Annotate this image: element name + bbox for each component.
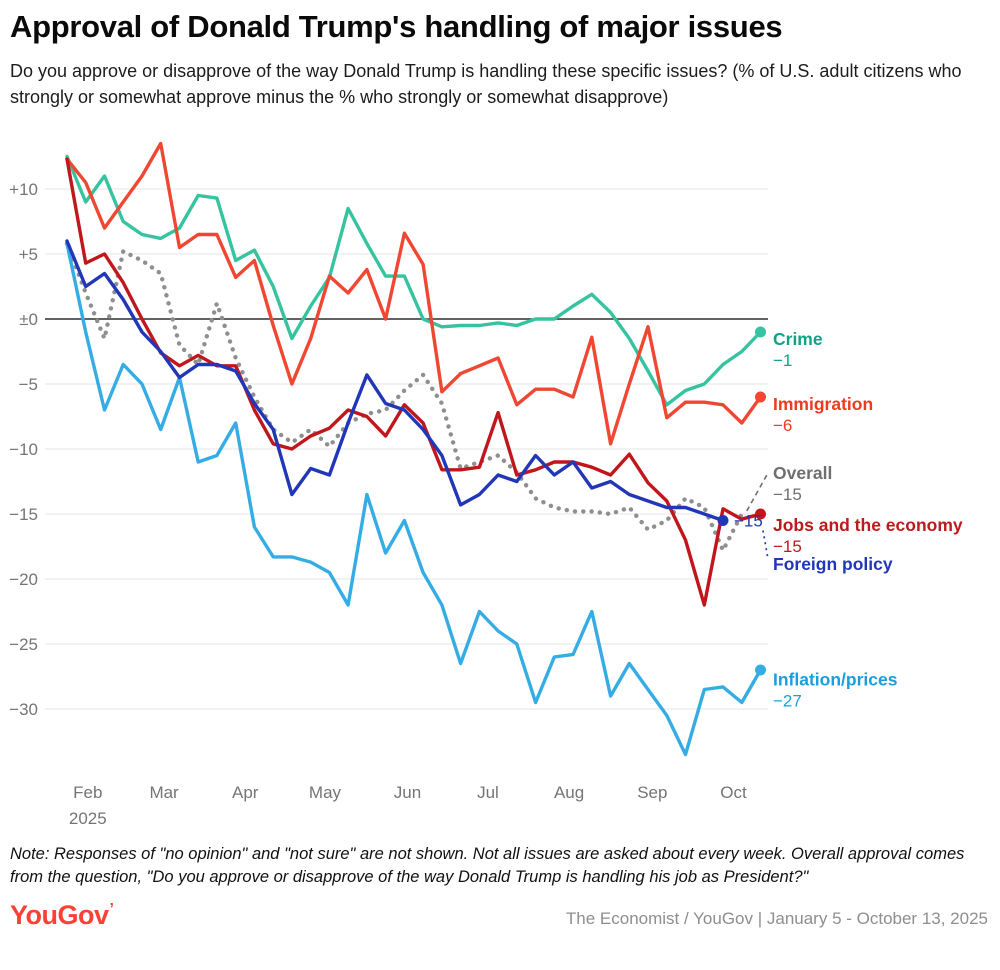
chart-container: +10 +5 ±0 −5 −10 −15 −20 −25 −30 Feb 2025 Mar Apr May… [0, 122, 1000, 837]
y-axis-tick-label: −30 [9, 700, 38, 719]
x-axis-month-label: May [309, 783, 342, 802]
footer: YouGov’ The Economist / YouGov | January… [10, 902, 988, 929]
y-axis-tick-label: ±0 [19, 310, 38, 329]
series-line-immigration [65, 141, 763, 446]
series-line-inflation-prices [65, 242, 763, 757]
series-value-crime: −1 [773, 351, 792, 370]
x-axis-month-label: Jul [477, 783, 499, 802]
y-axis-tick-label: −15 [9, 505, 38, 524]
x-axis-month-label: Oct [720, 783, 747, 802]
approval-line-chart: +10 +5 ±0 −5 −10 −15 −20 −25 −30 Feb 2025 Mar Apr May… [9, 141, 963, 828]
x-axis-month-label: Apr [232, 783, 259, 802]
series-label-overall: Overall [773, 463, 832, 483]
y-axis-tick-label: −25 [9, 635, 38, 654]
series-label-inflation-prices: Inflation/prices [773, 670, 898, 690]
series-value-jobs-economy: −15 [773, 537, 802, 556]
x-axis-month-label: Aug [554, 783, 584, 802]
page-title: Approval of Donald Trump's handling of m… [10, 9, 783, 44]
series-line-overall [64, 241, 744, 553]
series-value-inflation-prices: −27 [773, 692, 802, 711]
series-line-jobs-economy [65, 157, 763, 607]
source-attribution: The Economist / YouGov | January 5 - Oct… [565, 909, 988, 929]
series-end-dot-jobs-economy [755, 508, 766, 520]
label-connector-foreign-policy [762, 530, 769, 560]
yougov-logo-text: YouGov [10, 900, 109, 931]
series-end-dot-inflation-prices [755, 664, 766, 676]
y-axis-tick-label: −10 [9, 440, 38, 459]
x-axis-month-label: Jun [394, 783, 421, 802]
series-label-jobs-economy: Jobs and the economy [773, 515, 963, 535]
yougov-logo-mark: ’ [109, 901, 114, 919]
y-axis-tick-label: +5 [19, 245, 38, 264]
subtitle: Do you approve or disapprove of the way … [10, 61, 962, 107]
series-label-foreign-policy: Foreign policy [773, 554, 893, 574]
series-value-foreign-policy: −15 [734, 512, 763, 531]
y-axis-tick-label: −5 [19, 375, 38, 394]
series-line-crime [65, 154, 763, 407]
yougov-logo: YouGov’ [10, 900, 114, 931]
footnote: Note: Responses of "no opinion" and "not… [10, 845, 965, 886]
series-value-overall: −15 [773, 485, 802, 504]
y-axis-tick-label: +10 [9, 180, 38, 199]
x-axis-month-label: Sep [637, 783, 667, 802]
series-end-dot-foreign-policy [717, 515, 729, 527]
x-axis-month-label: Mar [149, 783, 179, 802]
label-connector-overall [746, 472, 769, 512]
series-label-immigration: Immigration [773, 394, 873, 414]
series-label-crime: Crime [773, 329, 823, 349]
x-axis-month-label: Feb [73, 783, 102, 802]
series-end-dot-immigration [755, 391, 766, 403]
series-line-foreign-policy [65, 239, 725, 523]
y-axis-tick-label: −20 [9, 570, 38, 589]
x-axis-year-label: 2025 [69, 809, 107, 828]
series-end-dot-crime [755, 326, 766, 338]
series-value-immigration: −6 [773, 416, 792, 435]
